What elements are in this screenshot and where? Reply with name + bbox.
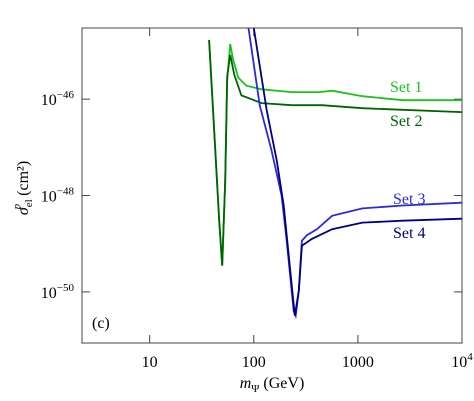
tick-exponent: 4 bbox=[467, 351, 473, 363]
series-label: Set 1 bbox=[390, 79, 422, 96]
tick-label: 10−48 bbox=[41, 186, 75, 206]
y-label-sup: p bbox=[11, 203, 23, 210]
series-line bbox=[208, 39, 462, 266]
tick-label: 10−46 bbox=[41, 89, 75, 109]
series-line bbox=[247, 28, 462, 320]
x-label-main: m bbox=[240, 375, 252, 392]
tick-base: 10 bbox=[451, 354, 467, 371]
y-label-symbol: σ bbox=[15, 206, 32, 215]
tick-exponent: −48 bbox=[57, 186, 75, 198]
x-axis-label: mΨ (GeV) bbox=[240, 375, 305, 395]
annotation: (c) bbox=[92, 315, 110, 332]
y-axis-label: σelp (cm²) bbox=[11, 161, 35, 215]
series-label: Set 4 bbox=[393, 225, 425, 242]
tick-exponent: −46 bbox=[57, 89, 75, 101]
series-label: Set 3 bbox=[393, 191, 425, 208]
tick-label: 104 bbox=[451, 351, 473, 371]
tick-label: 10−50 bbox=[41, 282, 75, 302]
plot-frame bbox=[81, 27, 463, 344]
tick-label: 100 bbox=[242, 354, 266, 371]
series-label: Set 2 bbox=[390, 113, 422, 130]
y-label-unit: (cm²) bbox=[15, 161, 32, 196]
series-line bbox=[252, 28, 462, 316]
y-label-sub: el bbox=[23, 199, 35, 207]
tick-label: 10 bbox=[142, 354, 158, 371]
x-label-sub: Ψ bbox=[251, 383, 260, 395]
tick-base: 10 bbox=[41, 189, 57, 206]
x-label-unit: (GeV) bbox=[263, 375, 304, 392]
tick-base: 10 bbox=[41, 92, 57, 109]
tick-label: 1000 bbox=[342, 354, 374, 371]
tick-base: 10 bbox=[41, 285, 57, 302]
tick-exponent: −50 bbox=[57, 282, 75, 294]
